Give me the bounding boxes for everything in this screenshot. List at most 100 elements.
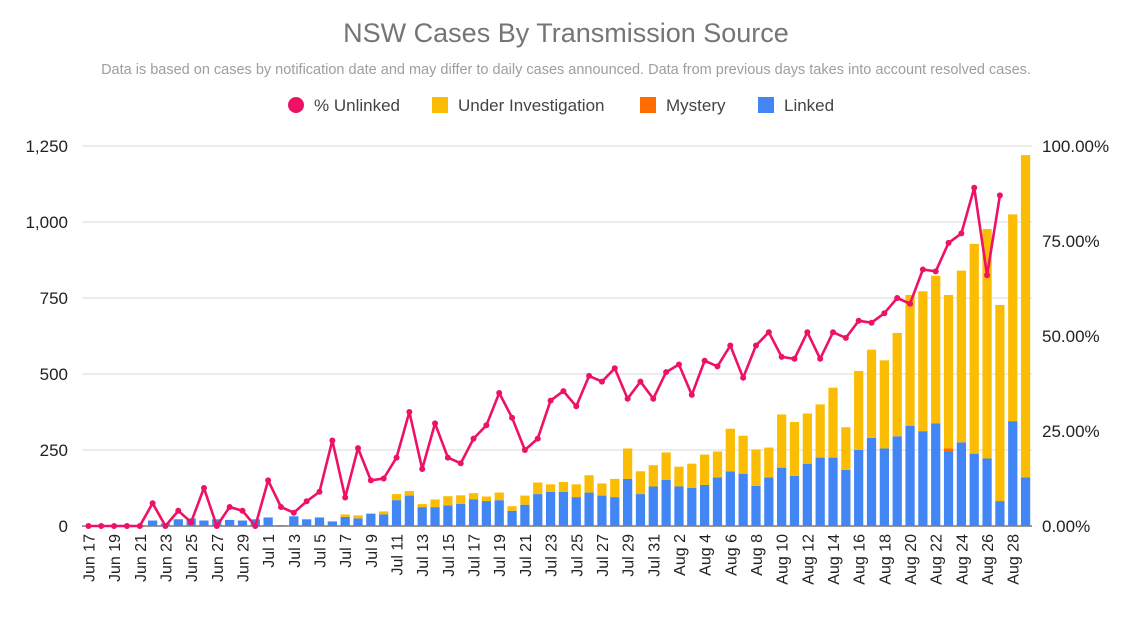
x-tick-label: Aug 12: [800, 534, 817, 585]
linked-bar: [841, 469, 851, 526]
under-investigation-bar: [956, 270, 967, 443]
under-investigation-bar: [456, 495, 466, 504]
unlinked-point: [624, 395, 631, 402]
legend-circle-icon: [288, 97, 304, 113]
unlinked-point: [444, 454, 451, 461]
unlinked-point: [162, 523, 169, 529]
under-investigation-bar: [879, 360, 889, 449]
x-tick-label: Jul 1: [261, 534, 278, 568]
unlinked-point: [945, 239, 952, 246]
under-investigation-bar: [969, 243, 979, 454]
under-investigation-bar: [854, 370, 864, 450]
linked-bar: [648, 486, 658, 526]
linked-bar: [340, 516, 350, 526]
mystery-bar: [943, 448, 954, 452]
unlinked-point: [842, 334, 849, 341]
x-tick-label: Jun 21: [133, 534, 150, 582]
linked-bar: [802, 463, 812, 526]
linked-bar: [892, 436, 902, 526]
unlinked-point: [958, 230, 965, 237]
unlinked-point: [265, 477, 272, 484]
unlinked-point: [881, 310, 888, 317]
x-tick-label: Jul 7: [338, 534, 355, 568]
linked-bar: [931, 423, 941, 526]
under-investigation-bar: [892, 332, 902, 437]
unlinked-point: [547, 397, 554, 404]
x-tick-label: Aug 10: [775, 534, 792, 585]
unlinked-point: [855, 317, 862, 324]
unlinked-point: [996, 192, 1003, 199]
linked-bar: [943, 451, 954, 526]
under-investigation-bar: [943, 294, 954, 449]
left-tick-label: 1,000: [25, 213, 68, 232]
unlinked-point: [85, 523, 92, 529]
linked-bar: [635, 494, 646, 526]
under-investigation-bar: [468, 493, 479, 500]
linked-bar: [302, 519, 312, 526]
unlinked-point: [355, 445, 362, 452]
x-tick-label: Jul 21: [518, 534, 535, 577]
under-investigation-bar: [558, 481, 569, 492]
chart-subtitle: Data is based on cases by notification d…: [101, 62, 1031, 78]
linked-bar: [391, 500, 402, 526]
under-investigation-bar: [584, 475, 594, 493]
under-investigation-bar: [391, 494, 402, 501]
under-investigation-bar: [443, 496, 453, 506]
unlinked-point: [586, 372, 593, 379]
unlinked-point: [727, 342, 734, 349]
linked-bar: [789, 475, 800, 526]
linked-bar: [147, 520, 158, 526]
legend-label: Linked: [784, 96, 834, 115]
under-investigation-bar: [712, 451, 723, 478]
unlinked-point: [868, 319, 875, 326]
left-tick-label: 0: [59, 517, 68, 536]
x-tick-label: Jul 17: [467, 534, 484, 577]
unlinked-point: [419, 466, 426, 472]
linked-bar: [879, 448, 889, 526]
linked-bar: [815, 457, 825, 526]
under-investigation-bar: [622, 448, 633, 479]
unlinked-point: [393, 454, 400, 461]
unlinked-point: [740, 374, 747, 381]
unlinked-point: [329, 437, 336, 444]
unlinked-point: [239, 507, 246, 514]
unlinked-point: [316, 488, 323, 495]
linked-bar: [1020, 477, 1031, 526]
x-tick-label: Aug 22: [929, 534, 946, 585]
linked-bar: [828, 457, 838, 526]
right-tick-label: 75.00%: [1042, 232, 1100, 251]
linked-bar: [379, 514, 389, 526]
left-tick-label: 250: [40, 441, 68, 460]
unlinked-point: [457, 460, 464, 467]
under-investigation-bar: [674, 466, 684, 487]
under-investigation-bar: [494, 492, 504, 501]
unlinked-point: [637, 378, 644, 385]
unlinked-point: [213, 523, 220, 529]
under-investigation-bar: [982, 228, 992, 459]
unlinked-point: [290, 509, 297, 516]
x-tick-label: Jun 17: [81, 534, 98, 582]
linked-bar: [199, 520, 209, 526]
right-tick-label: 0.00%: [1042, 517, 1090, 536]
unlinked-line-series: [85, 184, 1003, 529]
unlinked-point: [521, 447, 528, 453]
unlinked-point: [342, 494, 349, 501]
under-investigation-bar: [1008, 214, 1018, 422]
legend-item: % Unlinked: [288, 96, 400, 115]
x-tick-label: Jun 29: [235, 534, 252, 582]
linked-bar: [520, 504, 530, 526]
linked-bar: [494, 500, 504, 526]
unlinked-point: [573, 403, 580, 410]
under-investigation-bar: [738, 435, 748, 474]
unlinked-point: [675, 361, 682, 368]
x-tick-label: Jul 11: [390, 534, 407, 576]
x-tick-label: Jun 25: [184, 534, 201, 582]
unlinked-point: [496, 390, 503, 396]
under-investigation-bar: [481, 496, 492, 502]
x-tick-label: Jun 27: [210, 534, 227, 582]
under-investigation-bar: [520, 495, 530, 505]
linked-bar: [1008, 421, 1018, 526]
unlinked-point: [111, 523, 118, 529]
unlinked-point: [650, 395, 657, 402]
